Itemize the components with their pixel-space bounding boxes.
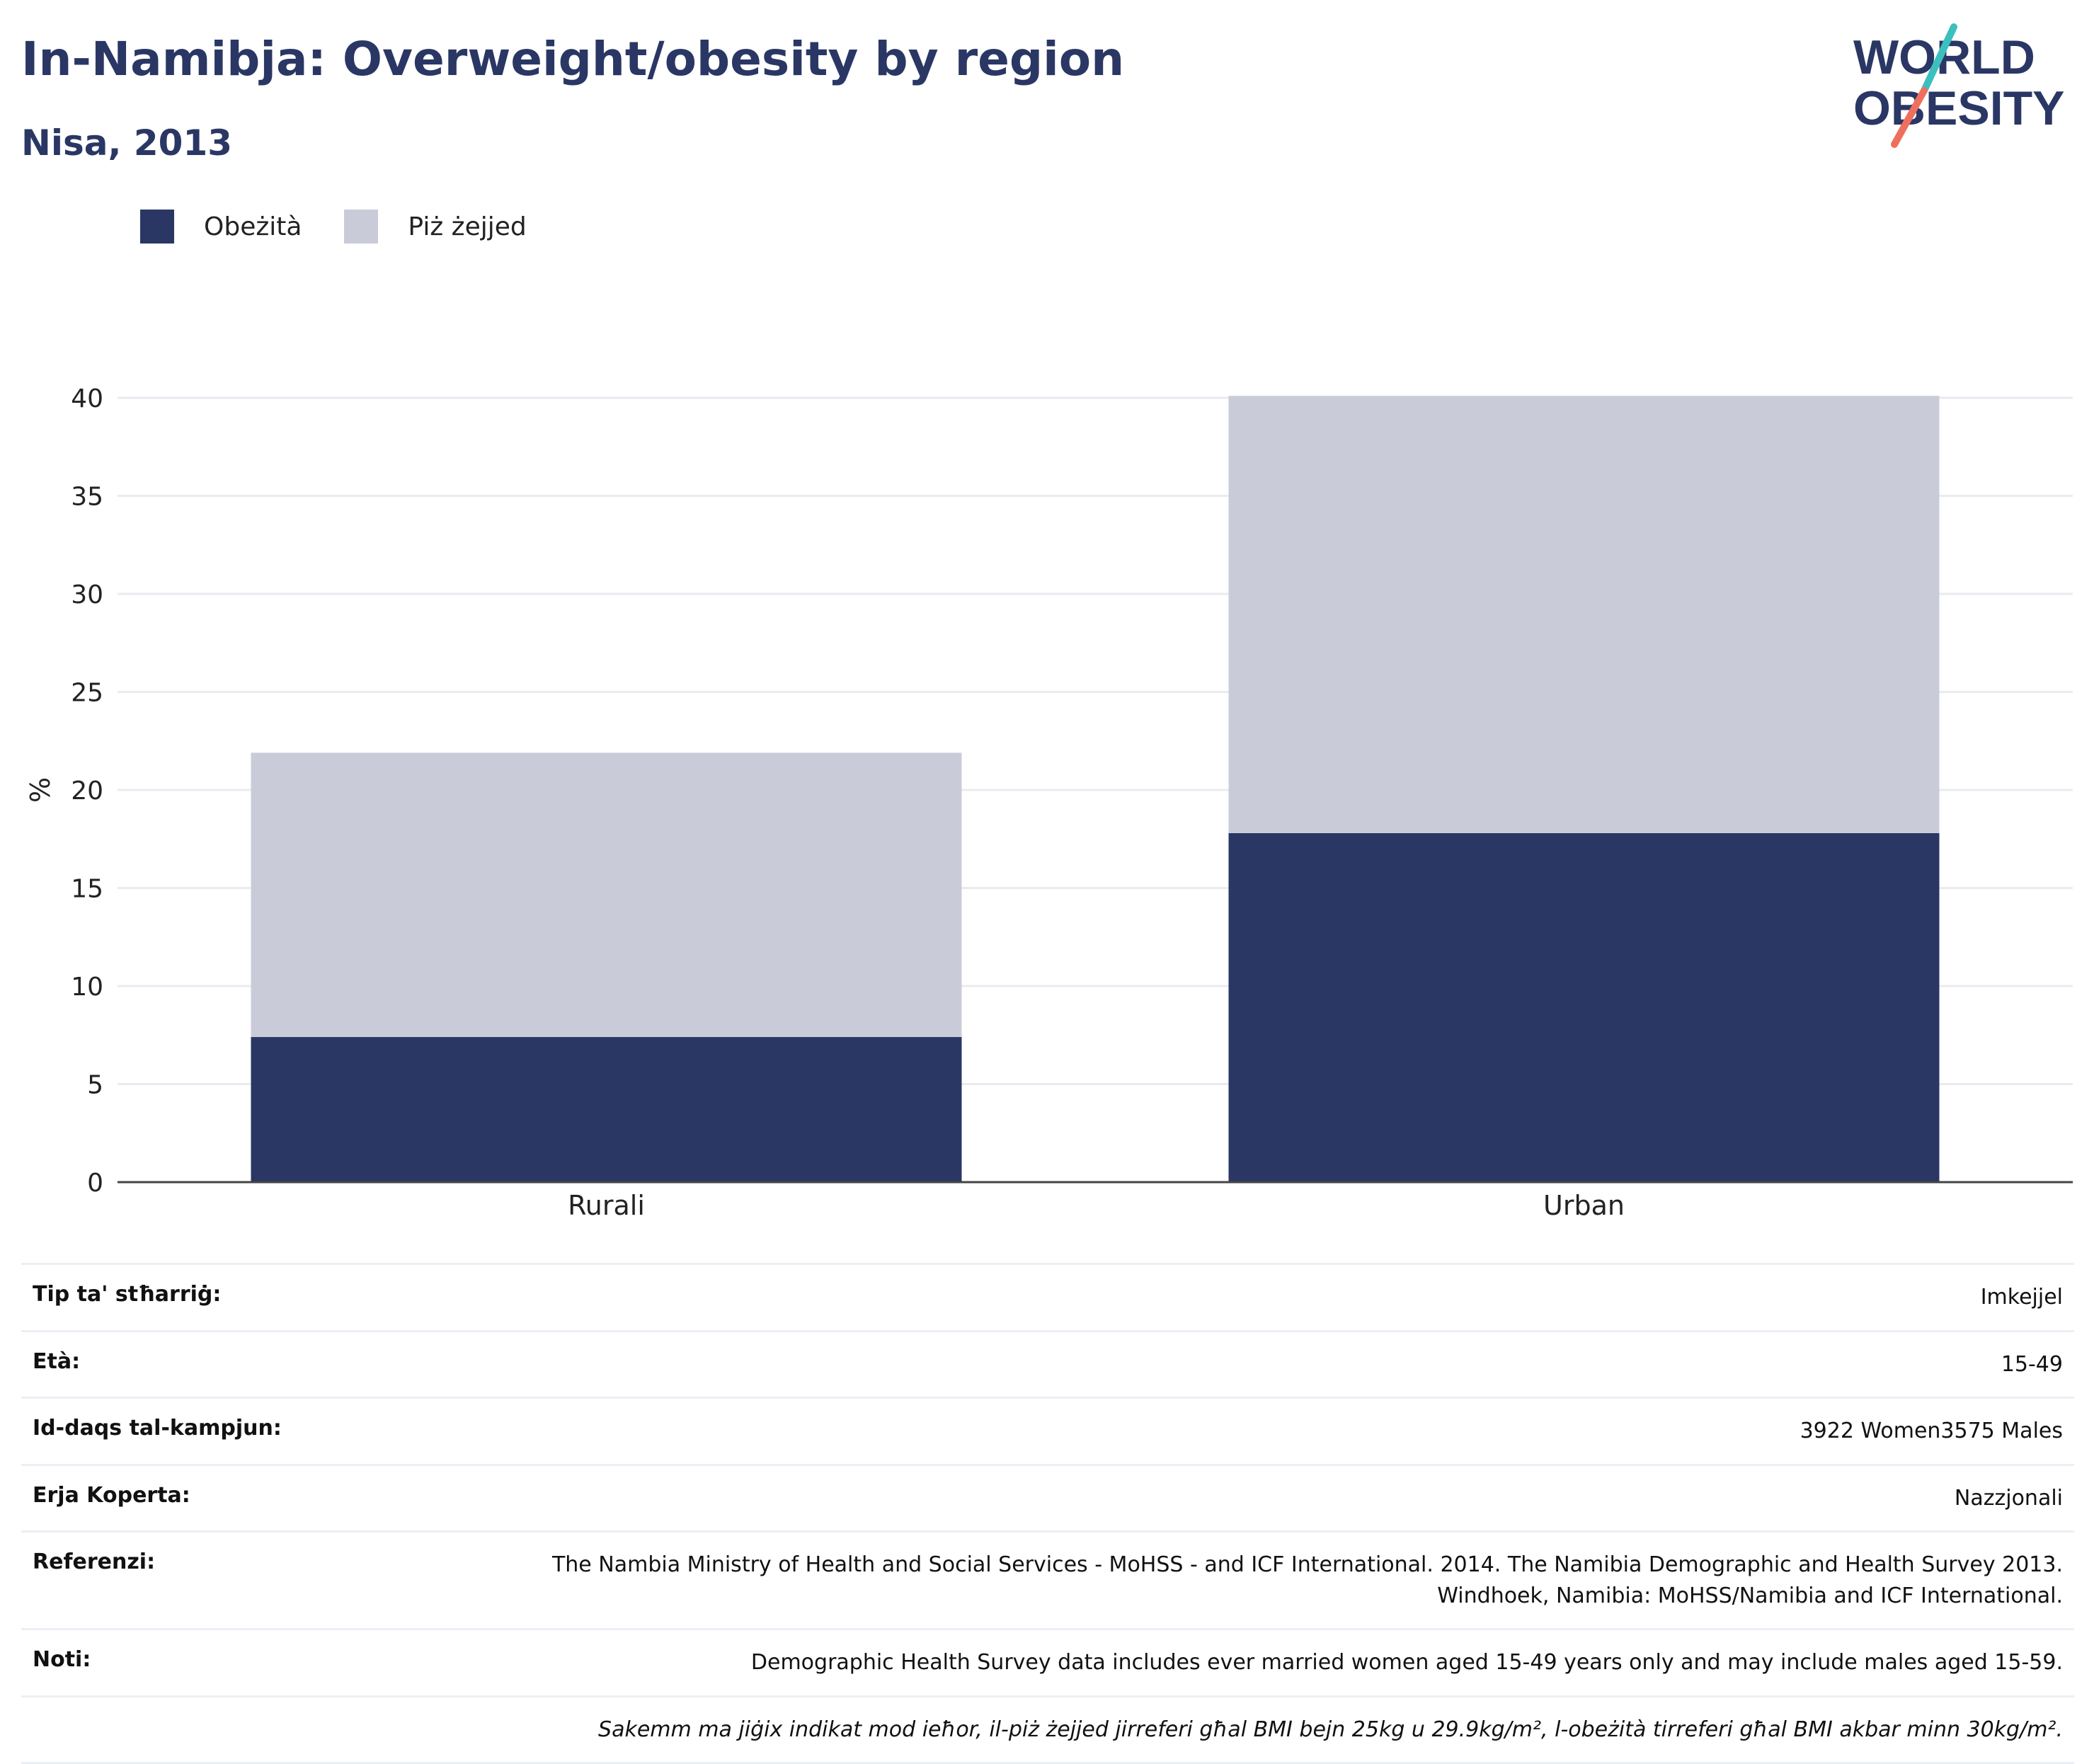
y-tick-label: 20	[71, 777, 103, 806]
legend-label-obesity: Obeżità	[204, 212, 302, 241]
legend-item-obesity[interactable]: Obeżità	[140, 210, 302, 244]
table-row: Tip ta' stħarriġ: Imkejjel	[21, 1263, 2074, 1331]
logo-slash-coral	[1891, 87, 1928, 148]
table-row: Noti: Demographic Health Survey data inc…	[21, 1628, 2074, 1696]
info-value: The Nambia Ministry of Health and Social…	[440, 1530, 2074, 1630]
y-tick-label: 35	[71, 483, 103, 512]
legend-swatch-obesity	[140, 210, 174, 244]
table-row: Sakemm ma jiġix indikat mod ieħor, il-pi…	[21, 1695, 2074, 1764]
table-row: Età: 15-49	[21, 1329, 2074, 1398]
legend-item-overweight[interactable]: Piż żejjed	[344, 210, 527, 244]
chart-title: In-Namibja: Overweight/obesity by region	[21, 32, 1125, 86]
logo-line-1: WORLD	[1853, 30, 2035, 84]
info-label: Id-daqs tal-kampjun:	[21, 1397, 440, 1465]
chart-subtitle: Nisa, 2013	[21, 122, 233, 164]
bar-obesity-urban	[1228, 832, 1940, 1182]
y-tick-label: 5	[87, 1071, 103, 1100]
table-row: Erja Koperta: Nazzjonali	[21, 1463, 2074, 1532]
chart-legend: Obeżità Piż żejjed	[140, 210, 569, 244]
bar-overweight-urban	[1228, 396, 1940, 833]
info-label: Erja Koperta:	[21, 1463, 440, 1532]
info-value: Demographic Health Survey data includes …	[440, 1628, 2074, 1696]
bar-overweight-rurali	[251, 752, 962, 1038]
y-tick-label: 10	[71, 973, 103, 1002]
info-label: Referenzi:	[21, 1530, 440, 1630]
world-obesity-logo: WORLD OBESITY	[1853, 23, 2065, 148]
y-tick-label: 25	[71, 679, 103, 708]
info-label: Noti:	[21, 1628, 440, 1696]
x-tick-label: Rurali	[568, 1190, 645, 1221]
info-value: Sakemm ma jiġix indikat mod ieħor, il-pi…	[440, 1695, 2074, 1764]
info-value: Imkejjel	[440, 1263, 2074, 1331]
logo-slash-teal	[1921, 23, 1957, 94]
legend-label-overweight: Piż żejjed	[408, 212, 527, 241]
table-row: Id-daqs tal-kampjun: 3922 Women3575 Male…	[21, 1397, 2074, 1465]
y-tick-label: 15	[71, 875, 103, 904]
bar-chart: 0 5 10 15 20 25 30 35 40% Rurali Urban	[25, 384, 2073, 1221]
bar-obesity-rurali	[251, 1037, 962, 1182]
info-value: 15-49	[440, 1329, 2074, 1398]
info-label	[21, 1695, 440, 1764]
y-tick-label: 0	[87, 1169, 103, 1198]
logo-line-2: OBESITY	[1853, 81, 2065, 135]
legend-swatch-overweight	[344, 210, 379, 244]
info-label: Tip ta' stħarriġ:	[21, 1263, 440, 1331]
y-tick-label: 40	[71, 384, 103, 413]
survey-info-table: Tip ta' stħarriġ: Imkejjel Età: 15-49 Id…	[21, 1263, 2074, 1764]
x-tick-label: Urban	[1543, 1190, 1625, 1221]
y-tick-label: 30	[71, 580, 103, 609]
info-value: Nazzjonali	[440, 1463, 2074, 1532]
y-axis-title: %	[25, 777, 56, 803]
info-value: 3922 Women3575 Males	[440, 1397, 2074, 1465]
table-row: Referenzi: The Nambia Ministry of Health…	[21, 1530, 2074, 1630]
info-label: Età:	[21, 1329, 440, 1398]
